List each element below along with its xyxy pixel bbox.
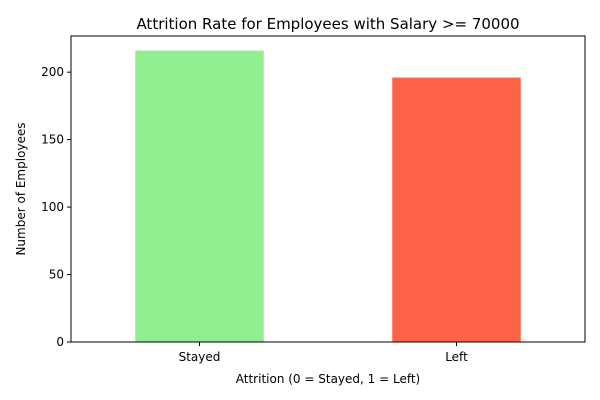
x-axis-label: Attrition (0 = Stayed, 1 = Left)	[236, 372, 420, 386]
x-axis: Stayed Left	[179, 342, 468, 364]
plot-frame	[70, 35, 586, 343]
y-tick-label: 0	[56, 335, 64, 349]
y-tick-label: 200	[41, 65, 64, 79]
chart-title: Attrition Rate for Employees with Salary…	[136, 15, 519, 33]
bar-left	[392, 77, 521, 343]
bars-group	[135, 50, 521, 343]
y-axis-label: Number of Employees	[14, 122, 28, 255]
x-tick-label-left: Left	[445, 350, 468, 364]
bar-stayed	[135, 50, 264, 342]
y-tick-label: 150	[41, 133, 64, 147]
y-axis: 0 50 100 150 200	[41, 65, 71, 349]
x-tick-label-stayed: Stayed	[179, 350, 221, 364]
y-tick-label: 50	[49, 268, 64, 282]
y-tick-label: 100	[41, 200, 64, 214]
